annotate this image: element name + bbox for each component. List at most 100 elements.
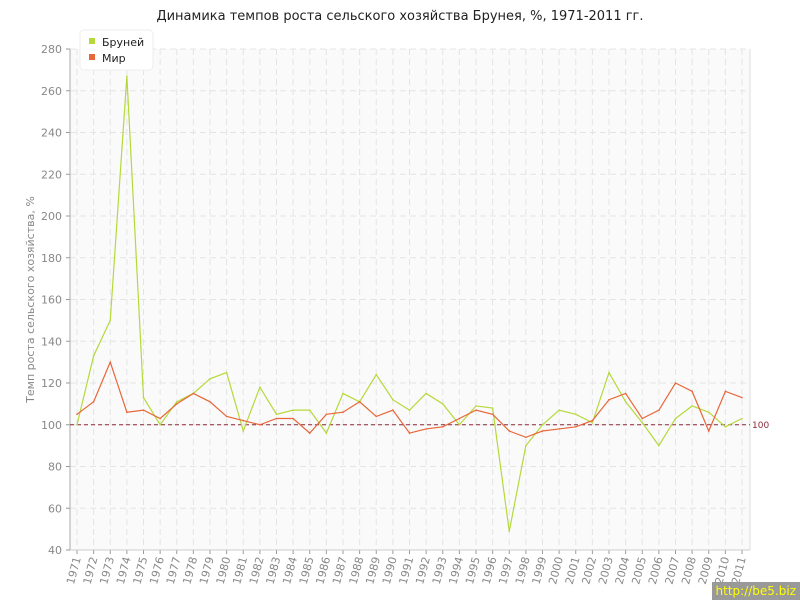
data-point [508,430,511,432]
data-point [458,417,461,420]
data-point [392,409,394,411]
data-point [175,403,178,405]
data-point [441,426,444,428]
data-point [375,373,378,376]
data-point [624,392,627,395]
data-point [392,398,394,401]
y-axis-label: Темп роста сельского хозяйства, % [24,196,37,404]
data-point [175,400,178,403]
data-point [741,396,743,399]
data-point [225,415,228,418]
data-point [641,421,644,424]
data-point [92,355,95,357]
data-point [425,428,427,430]
data-point [707,430,710,432]
y-tick-label: 100 [41,419,62,432]
data-point [192,392,195,395]
data-point [76,413,78,416]
data-point [724,426,727,428]
data-point [325,413,328,416]
data-point [209,400,211,403]
data-point [275,417,278,420]
data-point [292,417,294,420]
data-point [691,390,693,393]
chart-title: Динамика темпов роста сельского хозяйств… [156,9,644,24]
data-point [126,75,128,77]
data-point [491,413,494,416]
data-point [242,419,245,422]
data-point [142,409,145,411]
data-point [142,396,145,399]
data-point [209,378,211,380]
data-point [259,423,261,426]
legend-marker [89,54,95,60]
data-point [641,417,644,420]
data-point [574,413,577,416]
data-point [408,432,411,434]
data-point [358,400,361,403]
y-tick-label: 240 [41,127,62,140]
y-tick-label: 140 [41,335,62,348]
data-point [475,409,477,411]
data-point [375,415,378,418]
data-point [508,530,511,533]
data-point [525,436,527,439]
data-point [109,319,112,322]
data-point [525,444,527,447]
data-point [441,403,444,405]
y-tick-label: 200 [41,210,62,223]
data-point [425,392,427,395]
data-point [674,382,677,384]
data-point [408,409,411,411]
data-point [458,423,461,426]
data-point [342,411,344,414]
data-point [658,409,660,411]
y-tick-label: 180 [41,252,62,265]
data-point [491,407,494,409]
legend-label: Мир [102,52,126,65]
data-point [541,423,544,426]
data-point [159,417,161,420]
reference-line-label: 100 [752,421,769,431]
data-point [574,426,577,428]
data-point [225,371,228,374]
y-tick-label: 60 [48,502,62,515]
data-point [741,417,743,420]
data-point [707,411,710,414]
data-point [308,409,311,411]
watermark[interactable]: http://be5.biz [711,582,800,600]
data-point [658,444,660,447]
data-point [92,400,95,403]
legend [79,29,154,71]
data-point [109,361,112,363]
data-point [541,430,544,432]
y-tick-label: 280 [41,43,62,56]
data-point [558,409,560,411]
y-tick-label: 120 [41,377,62,390]
legend-label: Бруней [102,36,144,49]
y-tick-label: 160 [41,294,62,307]
data-point [275,413,278,416]
legend-marker [89,38,95,44]
data-point [259,386,261,388]
y-tick-label: 260 [41,85,62,98]
data-point [76,423,78,426]
y-tick-label: 80 [48,461,62,474]
data-point [691,405,693,407]
data-point [475,405,477,407]
data-point [608,371,610,374]
data-point [242,430,245,432]
data-point [724,390,727,393]
data-point [591,419,594,422]
data-point [342,392,344,395]
y-tick-label: 220 [41,168,62,181]
data-point [308,432,311,434]
data-point [624,400,627,403]
data-point [325,432,328,434]
y-tick-label: 40 [48,544,62,557]
data-point [674,417,677,420]
data-point [608,398,610,401]
data-point [126,411,128,414]
data-point [558,428,560,430]
